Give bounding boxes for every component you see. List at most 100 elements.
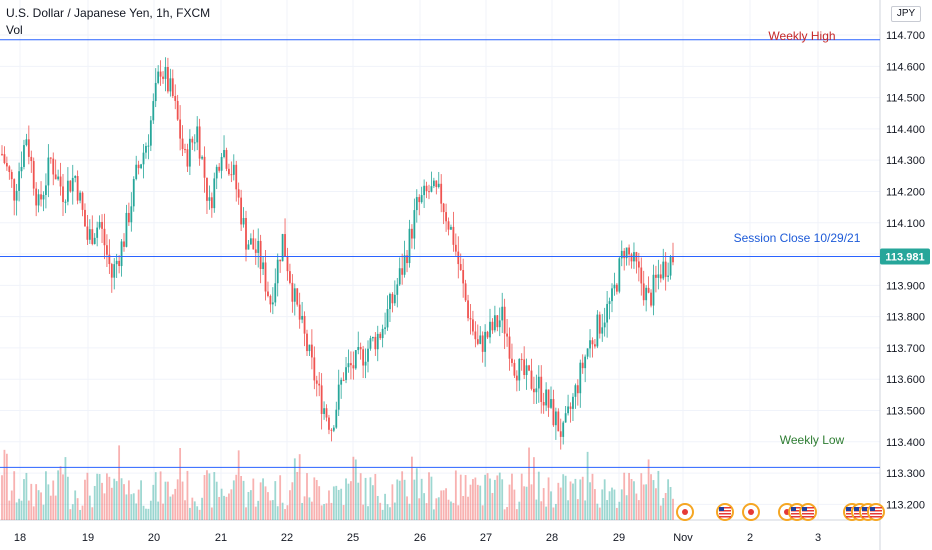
candle-body xyxy=(76,175,79,201)
volume-bar xyxy=(62,474,64,520)
candle-body xyxy=(445,212,447,222)
volume-indicator-label[interactable]: Vol xyxy=(6,23,23,37)
candle-body xyxy=(71,177,74,192)
volume-bar xyxy=(472,479,474,520)
volume-bar xyxy=(125,494,128,520)
volume-bar xyxy=(274,481,277,520)
candle-body xyxy=(147,145,150,147)
volume-bar xyxy=(423,493,426,520)
volume-bar xyxy=(328,490,330,520)
candle-body xyxy=(130,206,133,223)
us-flag-icon[interactable] xyxy=(867,503,885,521)
volume-bar xyxy=(220,488,223,520)
volume-bar xyxy=(86,472,89,520)
candle-body xyxy=(576,385,579,394)
candle-body xyxy=(450,226,452,230)
volume-bar xyxy=(52,480,55,520)
candle-body xyxy=(428,191,430,193)
jp-flag-icon[interactable] xyxy=(676,503,694,521)
candle-body xyxy=(242,218,245,225)
volume-bar xyxy=(371,485,374,520)
volume-bar xyxy=(98,474,101,520)
volume-bar xyxy=(123,484,125,520)
volume-bar xyxy=(289,490,291,520)
candle-body xyxy=(259,240,262,270)
candle-body xyxy=(335,409,338,428)
candle-body xyxy=(135,164,138,180)
volume-bar xyxy=(318,486,321,520)
candle-body xyxy=(462,270,465,284)
us-flag-icon[interactable] xyxy=(716,503,734,521)
candle-body xyxy=(403,255,406,275)
volume-bar xyxy=(515,509,518,520)
y-tick-label: 113.500 xyxy=(886,405,925,417)
volume-bar xyxy=(101,482,103,520)
candle-body xyxy=(498,320,501,328)
candle-body xyxy=(10,172,13,180)
volume-bar xyxy=(415,468,418,520)
candle-body xyxy=(84,209,86,227)
candle-body xyxy=(420,195,423,203)
candle-body xyxy=(623,250,626,259)
volume-bar xyxy=(169,496,172,520)
candle-body xyxy=(493,315,496,331)
volume-bar xyxy=(110,487,113,520)
volume-bar xyxy=(130,494,133,520)
volume-bar xyxy=(530,484,533,520)
volume-bar xyxy=(215,481,218,520)
candle-body xyxy=(262,262,264,270)
candle-body xyxy=(291,282,294,302)
candle-body xyxy=(669,257,672,276)
candle-body xyxy=(411,228,413,239)
volume-bar xyxy=(262,478,264,520)
candle-body xyxy=(655,274,657,278)
candle-body xyxy=(664,261,667,277)
candle-body xyxy=(123,241,125,247)
volume-bar xyxy=(476,484,479,520)
candle-body xyxy=(54,174,57,180)
candle-body xyxy=(120,241,123,267)
candle-body xyxy=(57,176,60,180)
volume-bar xyxy=(132,493,135,520)
candle-body xyxy=(362,349,365,366)
last-price-tag[interactable] xyxy=(880,248,930,265)
volume-bar xyxy=(552,507,555,520)
volume-bar xyxy=(350,481,352,520)
y-tick-label: 114.200 xyxy=(886,186,925,198)
currency-badge[interactable]: JPY xyxy=(891,6,921,22)
volume-bar xyxy=(76,498,79,520)
volume-bar xyxy=(672,498,674,520)
candle-body xyxy=(442,203,445,213)
candle-body xyxy=(169,78,172,92)
candle-body xyxy=(435,180,438,188)
volume-bar xyxy=(279,475,282,520)
candle-body xyxy=(108,254,111,265)
candle-body xyxy=(228,168,230,175)
candle-body xyxy=(584,356,587,369)
candle-body xyxy=(323,408,325,414)
volume-bar xyxy=(442,490,445,520)
candle-body xyxy=(391,293,394,304)
volume-bar xyxy=(547,477,550,520)
volume-bar xyxy=(498,472,501,520)
volume-bar xyxy=(379,502,382,520)
candle-body xyxy=(240,197,243,225)
volume-bar xyxy=(81,505,84,520)
volume-bar xyxy=(667,479,670,520)
candle-body xyxy=(562,422,565,437)
candle-body xyxy=(396,284,399,295)
candle-body xyxy=(284,234,286,257)
volume-bar xyxy=(459,474,462,520)
candle-body xyxy=(330,429,333,431)
volume-bar xyxy=(528,447,530,520)
us-flag-icon[interactable] xyxy=(799,503,817,521)
candle-body xyxy=(42,194,45,200)
candle-body xyxy=(533,388,535,393)
y-tick-label: 114.300 xyxy=(886,155,925,167)
candle-body xyxy=(379,333,382,339)
candle-body xyxy=(1,153,3,155)
jp-flag-icon[interactable] xyxy=(742,503,760,521)
y-tick-label: 113.400 xyxy=(886,437,925,449)
volume-bar xyxy=(562,474,565,520)
